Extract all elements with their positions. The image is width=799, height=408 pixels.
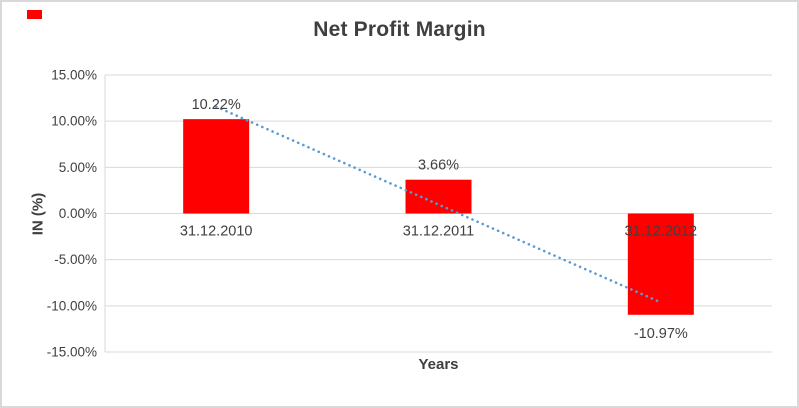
category-label: 31.12.2011 [403,224,475,240]
x-axis-title: Years [418,356,459,373]
y-tick-label: -15.00% [47,345,97,360]
data-label: 3.66% [418,158,459,174]
y-tick-label: 0.00% [59,206,97,221]
trendline [214,105,663,304]
data-label: 10.22% [192,97,241,113]
y-tick-label: 15.00% [51,68,97,83]
category-label: 31.12.2012 [625,224,698,240]
y-tick-label: 10.00% [51,114,97,129]
y-tick-label: 5.00% [59,160,97,175]
red-corner-marker [27,10,42,19]
data-label: -10.97% [634,326,688,342]
bar-31.12.2012 [627,213,694,315]
bar-31.12.2010 [183,119,250,214]
category-label: 31.12.2010 [180,224,253,240]
y-tick-label: -10.00% [47,298,97,313]
bar-31.12.2011 [405,179,472,214]
y-tick-label: -5.00% [54,252,97,267]
chart-title: Net Profit Margin [313,18,486,41]
